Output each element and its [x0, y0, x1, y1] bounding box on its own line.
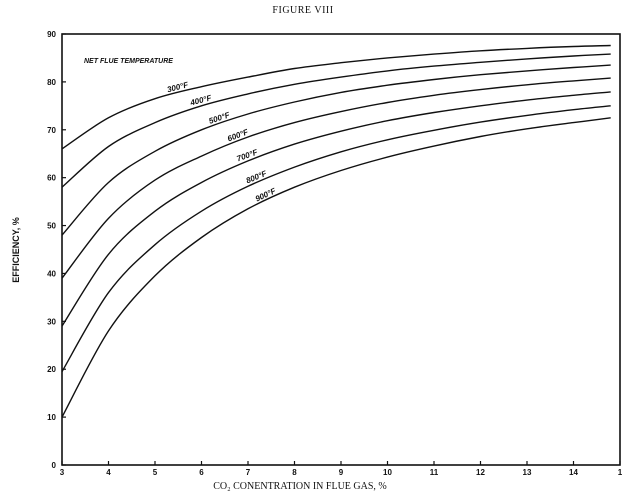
- x-tick-label: 13: [523, 468, 532, 477]
- series-curves: [61, 44, 611, 418]
- y-tick-label: 50: [47, 222, 56, 231]
- y-tick-label: 20: [47, 365, 56, 374]
- y-tick-label: 30: [47, 317, 56, 326]
- series-line: [61, 53, 611, 188]
- y-tick-label: 60: [47, 174, 56, 183]
- y-axis-label: EFFICIENCY, %: [11, 217, 21, 283]
- x-tick-label: 14: [569, 468, 578, 477]
- y-tick-label: 40: [47, 269, 56, 278]
- series-line: [61, 77, 611, 279]
- y-axis: 0 10 20 30 40 50 60 70 80 90: [47, 30, 66, 470]
- series-line: [61, 117, 611, 418]
- x-tick-label: 9: [339, 468, 344, 477]
- series-label: 900°F: [254, 186, 278, 204]
- x-tick-label: 11: [430, 468, 439, 477]
- x-tick-label: 10: [383, 468, 392, 477]
- legend-title: NET FLUE TEMPERATURE: [84, 58, 173, 65]
- chart-title: FIGURE VIII: [272, 5, 333, 16]
- y-tick-label: 80: [47, 78, 56, 87]
- series-line: [61, 91, 611, 327]
- series-line: [61, 64, 611, 236]
- x-axis-label: CO₂ CONENTRATION IN FLUE GAS, %: [213, 481, 386, 492]
- x-tick-label: 5: [153, 468, 158, 477]
- series-line: [61, 105, 611, 372]
- x-tick-label: 8: [292, 468, 297, 477]
- x-tick-label: 6: [199, 468, 204, 477]
- series-line: [61, 44, 611, 150]
- x-axis: 3 4 5 6 7 8 9 10 11 12 13 14 1: [60, 461, 622, 477]
- y-tick-label: 10: [47, 413, 56, 422]
- x-tick-label: 7: [246, 468, 251, 477]
- y-tick-label: 70: [47, 126, 56, 135]
- x-tick-label: 1: [618, 468, 622, 477]
- y-tick-label: 90: [47, 30, 56, 39]
- x-tick-label: 4: [106, 468, 111, 477]
- x-tick-label: 3: [60, 468, 65, 477]
- x-tick-label: 12: [476, 468, 485, 477]
- y-tick-label: 0: [52, 461, 57, 470]
